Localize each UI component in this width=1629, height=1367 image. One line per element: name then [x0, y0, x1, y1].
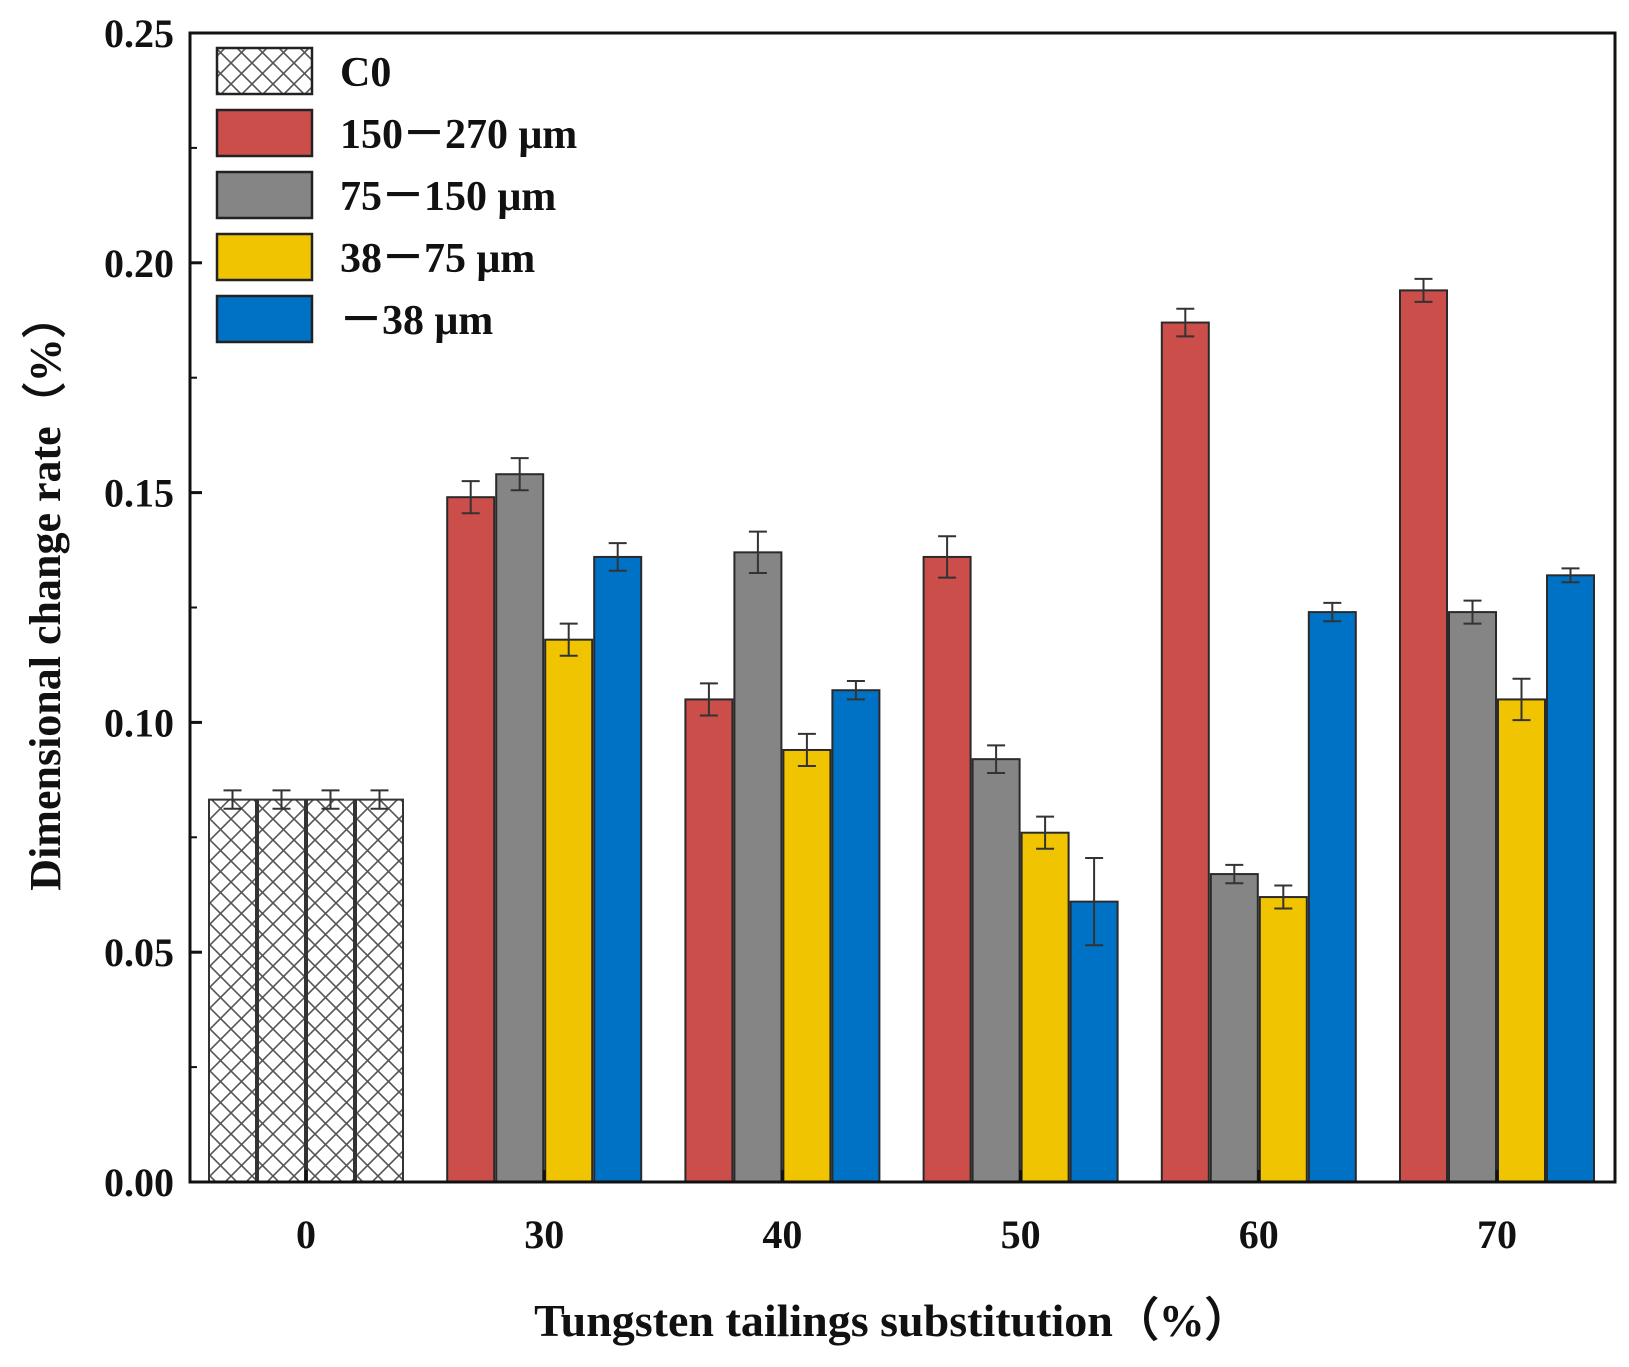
bar-75-150-um — [733, 551, 783, 1183]
bar-150-270-um — [1399, 289, 1448, 1184]
bar-c0 — [355, 798, 404, 1183]
x-axis: 0 30 40 50 60 70 — [296, 1170, 1517, 1257]
bar-c0 — [208, 798, 257, 1183]
legend-swatch-150-270-um — [215, 108, 314, 158]
bar-c0 — [257, 798, 306, 1183]
x-tick-label: 70 — [1477, 1212, 1517, 1257]
legend-label-38-um: －38 μm — [340, 298, 493, 344]
bar-38-um — [1069, 900, 1119, 1183]
bar-150-270-um — [922, 555, 972, 1183]
legend-label-c0: C0 — [340, 50, 391, 96]
bar-38-75-um — [782, 748, 832, 1183]
bar-38-um — [1307, 611, 1357, 1183]
bar-150-270-um — [1160, 321, 1210, 1184]
legend-swatch-38-75-um — [215, 232, 314, 282]
y-tick-label: 0.10 — [104, 700, 174, 745]
bar-38-75-um — [1020, 831, 1070, 1183]
bar-38-75-um — [544, 638, 594, 1183]
legend-swatch-75-150-um — [215, 170, 314, 220]
bars-layer — [208, 289, 1595, 1184]
bar-38-75-um — [1497, 698, 1546, 1183]
bar-75-150-um — [1448, 611, 1497, 1183]
x-tick-label: 60 — [1239, 1212, 1279, 1257]
bar-38-75-um — [1258, 896, 1308, 1183]
legend-label-38-75-um: 38－75 μm — [340, 236, 535, 282]
x-tick-label: 40 — [762, 1212, 802, 1257]
bar-75-150-um — [1209, 873, 1259, 1183]
y-axis-label: Dimensional change rate（%） — [21, 294, 70, 890]
y-tick-label: 0.00 — [104, 1160, 174, 1205]
y-tick-label: 0.20 — [104, 241, 174, 286]
bar-38-um — [593, 555, 643, 1183]
legend-swatch-c0 — [215, 46, 314, 96]
y-tick-label: 0.05 — [104, 930, 174, 975]
bar-75-150-um — [971, 758, 1021, 1184]
bar-38-um — [831, 689, 881, 1184]
bar-75-150-um — [495, 473, 545, 1183]
bar-150-270-um — [684, 698, 734, 1183]
bar-38-um — [1546, 574, 1595, 1183]
legend: C0 150－270 μm 75－150 μm 38－75 μm －38 μm — [215, 46, 577, 344]
bar-c0 — [306, 798, 355, 1183]
legend-label-75-150-um: 75－150 μm — [340, 174, 556, 220]
legend-swatch-38-um — [215, 294, 314, 344]
x-tick-label: 0 — [296, 1212, 316, 1257]
y-axis: 0.00 0.05 0.10 0.15 0.20 0.25 — [104, 11, 202, 1205]
x-tick-label: 50 — [1001, 1212, 1041, 1257]
bar-150-270-um — [446, 496, 496, 1184]
y-tick-label: 0.25 — [104, 11, 174, 56]
x-tick-label: 30 — [524, 1212, 564, 1257]
x-axis-label: Tungsten tailings substitution（%） — [534, 1295, 1251, 1346]
error-bars-layer — [223, 277, 1580, 947]
legend-label-150-270-um: 150－270 μm — [340, 112, 577, 158]
y-tick-label: 0.15 — [104, 471, 174, 516]
